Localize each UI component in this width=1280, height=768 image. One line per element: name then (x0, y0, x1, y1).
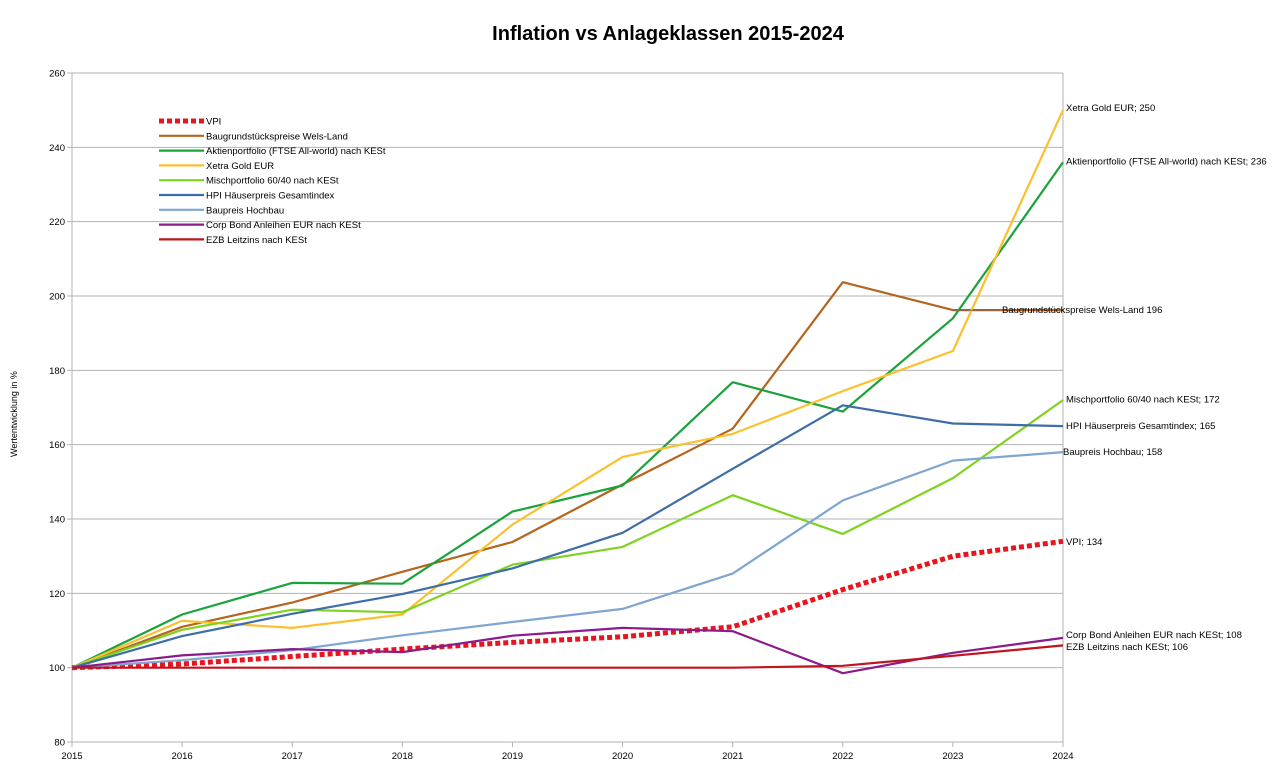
legend-entry: Baupreis Hochbau (206, 205, 284, 216)
series-line-4 (71, 399, 1064, 669)
series-line-7 (71, 626, 1064, 675)
legend-entry: Corp Bond Anleihen EUR nach KESt (206, 220, 361, 231)
data-label: HPI Häuserpreis Gesamtindex; 165 (1066, 421, 1215, 432)
data-label: EZB Leitzins nach KESt; 106 (1066, 642, 1188, 653)
y-axis-label: Wertentwicklung in % (9, 371, 19, 457)
series-line-1 (71, 281, 1063, 669)
x-tick-label: 2024 (1052, 751, 1073, 762)
series-line-2 (71, 161, 1064, 669)
data-label: Xetra Gold EUR; 250 (1066, 103, 1155, 114)
axes: 80 100 120 140 160 180 200 220 240 260 2015 2016 201… (49, 69, 1073, 763)
y-tick-label: 160 (49, 440, 65, 451)
y-tick-label: 140 (49, 515, 65, 526)
x-tick-label: 2023 (942, 751, 963, 762)
y-tick-label: 80 (54, 738, 65, 749)
x-tick-label: 2015 (61, 751, 82, 762)
data-label: Baugrundstückspreise Wels-Land 196 (1002, 305, 1162, 316)
legend-entry: HPI Häuserpreis Gesamtindex (206, 191, 335, 202)
data-label: Baupreis Hochbau; 158 (1063, 447, 1162, 458)
legend-entry: Xetra Gold EUR (206, 161, 274, 172)
x-tick-label: 2020 (612, 751, 633, 762)
x-tick-label: 2022 (832, 751, 853, 762)
chart-title: Inflation vs Anlageklassen 2015-2024 (492, 23, 845, 45)
x-tick-label: 2019 (502, 751, 523, 762)
y-tick-label: 120 (49, 589, 65, 600)
x-tick-label: 2021 (722, 751, 743, 762)
series-line-8 (72, 644, 1064, 669)
data-label: VPI; 134 (1066, 537, 1102, 548)
legend-entry: Baugrundstückspreise Wels-Land (206, 131, 348, 142)
series-line-5 (71, 404, 1064, 669)
y-tick-label: 100 (49, 663, 65, 674)
legend-entry: EZB Leitzins nach KESt (206, 235, 307, 246)
series-line-6 (71, 451, 1064, 669)
data-label: Mischportfolio 60/40 nach KESt; 172 (1066, 395, 1220, 406)
legend-entry: Mischportfolio 60/40 nach KESt (206, 176, 339, 187)
y-tick-label: 200 (49, 292, 65, 303)
legend: VPI Baugrundstückspreise Wels-Land Aktienp… (159, 117, 386, 246)
data-label: Aktienportfolio (FTSE All-world) nach KE… (1066, 157, 1267, 168)
data-label: Corp Bond Anleihen EUR nach KESt; 108 (1066, 630, 1242, 641)
legend-entry: Aktienportfolio (FTSE All-world) nach KE… (206, 146, 386, 157)
y-tick-label: 180 (49, 366, 65, 377)
legend-entry: VPI (206, 117, 221, 128)
y-tick-label: 260 (49, 69, 65, 80)
data-labels: VPI; 134 Baugrundstückspreise Wels-Land 1… (952, 103, 1267, 653)
series-lines (71, 109, 1065, 675)
x-tick-label: 2016 (172, 751, 193, 762)
y-tick-label: 220 (49, 217, 65, 228)
series-line-0 (71, 538, 1064, 671)
x-tick-label: 2018 (392, 751, 413, 762)
x-tick-label: 2017 (282, 751, 303, 762)
y-tick-label: 240 (49, 143, 65, 154)
